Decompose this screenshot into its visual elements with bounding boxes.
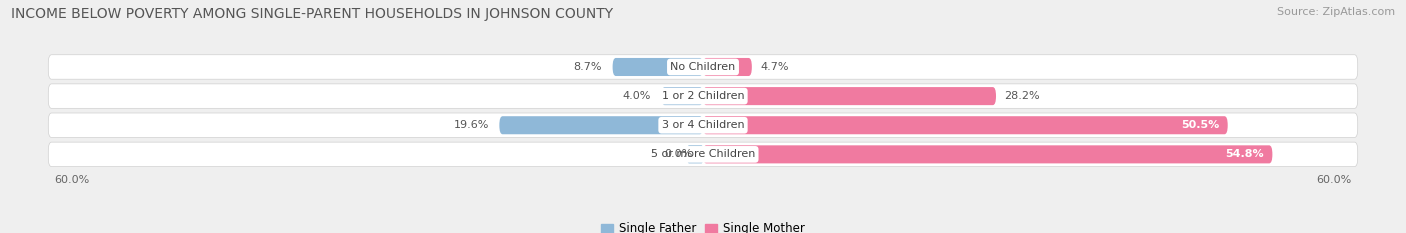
Text: 60.0%: 60.0%	[55, 175, 90, 185]
Text: 54.8%: 54.8%	[1226, 149, 1264, 159]
Text: Source: ZipAtlas.com: Source: ZipAtlas.com	[1277, 7, 1395, 17]
FancyBboxPatch shape	[48, 84, 1358, 108]
Text: 8.7%: 8.7%	[574, 62, 602, 72]
Text: 0.0%: 0.0%	[665, 149, 693, 159]
Text: 5 or more Children: 5 or more Children	[651, 149, 755, 159]
Text: 4.7%: 4.7%	[761, 62, 789, 72]
Text: 1 or 2 Children: 1 or 2 Children	[662, 91, 744, 101]
FancyBboxPatch shape	[688, 145, 703, 163]
Text: No Children: No Children	[671, 62, 735, 72]
FancyBboxPatch shape	[703, 87, 995, 105]
FancyBboxPatch shape	[703, 116, 1227, 134]
FancyBboxPatch shape	[499, 116, 703, 134]
FancyBboxPatch shape	[48, 113, 1358, 137]
FancyBboxPatch shape	[703, 145, 1272, 163]
Text: 50.5%: 50.5%	[1181, 120, 1219, 130]
FancyBboxPatch shape	[48, 55, 1358, 79]
Legend: Single Father, Single Mother: Single Father, Single Mother	[600, 223, 806, 233]
Text: 60.0%: 60.0%	[1316, 175, 1351, 185]
Text: 4.0%: 4.0%	[623, 91, 651, 101]
Text: 19.6%: 19.6%	[454, 120, 489, 130]
Text: 3 or 4 Children: 3 or 4 Children	[662, 120, 744, 130]
Text: 28.2%: 28.2%	[1004, 91, 1040, 101]
FancyBboxPatch shape	[703, 58, 752, 76]
FancyBboxPatch shape	[48, 142, 1358, 167]
Text: INCOME BELOW POVERTY AMONG SINGLE-PARENT HOUSEHOLDS IN JOHNSON COUNTY: INCOME BELOW POVERTY AMONG SINGLE-PARENT…	[11, 7, 613, 21]
FancyBboxPatch shape	[661, 87, 703, 105]
FancyBboxPatch shape	[613, 58, 703, 76]
